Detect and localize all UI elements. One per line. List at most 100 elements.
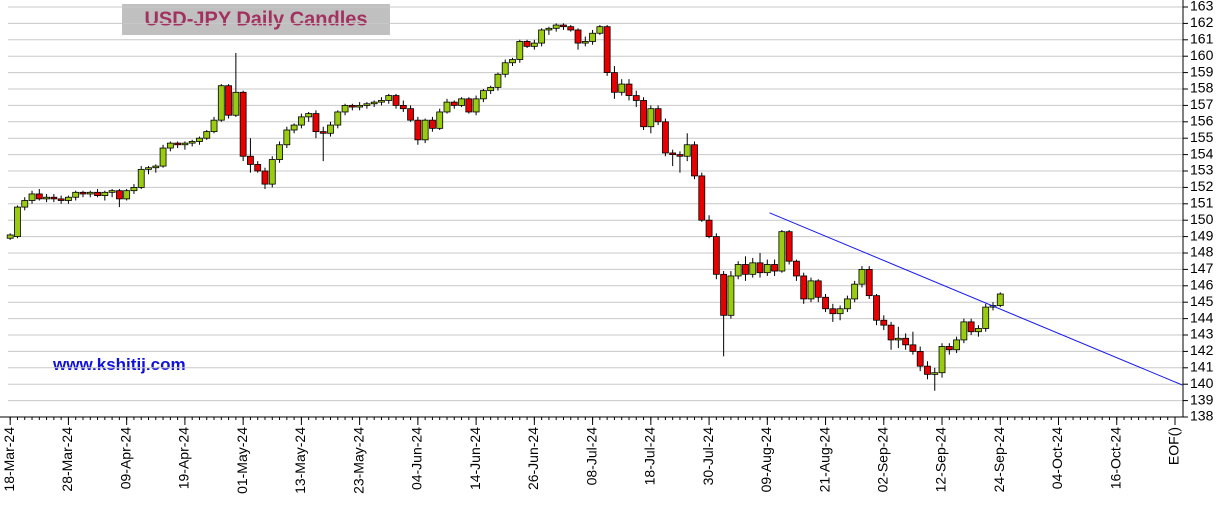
x-tick-label: 09-Apr-24 xyxy=(117,427,133,489)
x-tick-label: 16-Oct-24 xyxy=(1107,427,1123,489)
candle-body xyxy=(166,142,174,149)
candle-body xyxy=(924,365,931,375)
x-tick-label: 12-Sep-24 xyxy=(933,427,949,493)
candle-body xyxy=(705,219,713,237)
candle-body xyxy=(807,280,815,300)
candle-body xyxy=(14,206,21,238)
candle-body xyxy=(975,328,982,333)
candle-body xyxy=(356,105,364,108)
y-tick-label: 139 xyxy=(1190,391,1214,407)
candle-body xyxy=(611,72,618,93)
candle-body xyxy=(880,319,888,326)
candle-body xyxy=(79,191,87,195)
candle-body xyxy=(443,101,451,113)
watermark: www.kshitij.com xyxy=(52,355,186,374)
candle-body xyxy=(57,198,65,201)
candle-body xyxy=(392,95,400,106)
x-tick-label: 26-Jun-24 xyxy=(525,427,541,490)
candle-body xyxy=(101,191,109,197)
candle-body xyxy=(851,283,859,300)
candle-body xyxy=(982,306,990,329)
candle-body xyxy=(217,85,225,121)
candle-body xyxy=(239,91,247,157)
title-box xyxy=(122,4,390,35)
candle-body xyxy=(297,116,305,126)
candle-body xyxy=(319,131,327,134)
y-tick-label: 147 xyxy=(1190,260,1214,276)
x-tick-label: EOF() xyxy=(1166,427,1182,465)
x-tick-label: 28-Mar-24 xyxy=(59,427,75,492)
candle-body xyxy=(581,41,589,44)
candle-body xyxy=(261,170,269,185)
chart-title: USD-JPY Daily Candles xyxy=(144,8,367,30)
candle-body xyxy=(909,344,917,352)
candle-body xyxy=(632,95,640,101)
candle-body xyxy=(35,193,43,200)
y-tick-label: 141 xyxy=(1190,359,1214,375)
candle-body xyxy=(698,175,706,221)
x-tick-label: 21-Aug-24 xyxy=(816,427,832,493)
y-tick-label: 145 xyxy=(1190,293,1214,309)
candle-body xyxy=(290,124,298,131)
y-tick-label: 154 xyxy=(1190,145,1214,161)
candle-body xyxy=(188,141,196,144)
candle-body xyxy=(894,337,902,341)
candle-body xyxy=(72,191,80,198)
candle-body xyxy=(953,339,960,351)
candle-body xyxy=(152,165,160,169)
candle-body xyxy=(465,98,473,113)
candle-body xyxy=(341,105,349,113)
candle-body xyxy=(836,308,844,315)
candle-body xyxy=(822,296,829,310)
candle-body xyxy=(348,105,356,108)
y-tick-label: 151 xyxy=(1190,195,1214,211)
candle-body xyxy=(509,59,516,64)
candle-body xyxy=(130,186,138,192)
y-tick-label: 144 xyxy=(1190,309,1214,325)
y-tick-label: 152 xyxy=(1190,178,1214,194)
candle-body xyxy=(232,91,240,116)
candle-body xyxy=(996,293,1004,306)
y-tick-label: 138 xyxy=(1190,408,1214,424)
candle-body xyxy=(778,231,786,272)
candle-body xyxy=(538,29,546,44)
candle-body xyxy=(916,350,924,367)
candle-body xyxy=(458,98,465,106)
candle-body xyxy=(763,264,771,274)
candle-body xyxy=(196,137,203,142)
candle-body xyxy=(43,196,50,200)
candle-body xyxy=(640,100,647,128)
candle-body xyxy=(931,372,939,375)
candle-body xyxy=(691,144,698,177)
candle-body xyxy=(115,190,123,200)
candle-body xyxy=(829,308,837,315)
candle-body xyxy=(407,108,414,121)
candle-body xyxy=(603,26,611,73)
candle-body xyxy=(530,42,538,47)
candle-body xyxy=(50,196,58,200)
y-tick-label: 146 xyxy=(1190,277,1214,293)
candle-body xyxy=(552,24,560,29)
candle-body xyxy=(545,27,553,31)
candle-body xyxy=(436,111,444,129)
candle-body xyxy=(399,105,407,110)
candle-body xyxy=(589,32,596,42)
candle-body xyxy=(108,190,116,193)
y-tick-label: 162 xyxy=(1190,14,1214,30)
candle-body xyxy=(429,119,436,129)
y-tick-label: 155 xyxy=(1190,129,1214,145)
y-tick-label: 159 xyxy=(1190,63,1214,79)
candle-body xyxy=(501,62,509,75)
candle-body xyxy=(669,152,677,156)
candle-body xyxy=(756,262,764,274)
x-tick-label: 30-Jul-24 xyxy=(700,427,716,486)
x-tick-label: 24-Sep-24 xyxy=(991,427,1007,493)
candle-body xyxy=(785,231,793,262)
candle-body xyxy=(86,191,94,195)
candle-body xyxy=(472,98,480,113)
candle-body xyxy=(21,200,29,208)
candle-body xyxy=(479,90,487,100)
candle-body xyxy=(65,196,72,201)
y-tick-label: 157 xyxy=(1190,96,1214,112)
